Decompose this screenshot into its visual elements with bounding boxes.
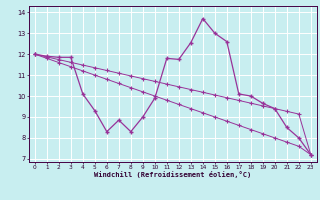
- X-axis label: Windchill (Refroidissement éolien,°C): Windchill (Refroidissement éolien,°C): [94, 171, 252, 178]
